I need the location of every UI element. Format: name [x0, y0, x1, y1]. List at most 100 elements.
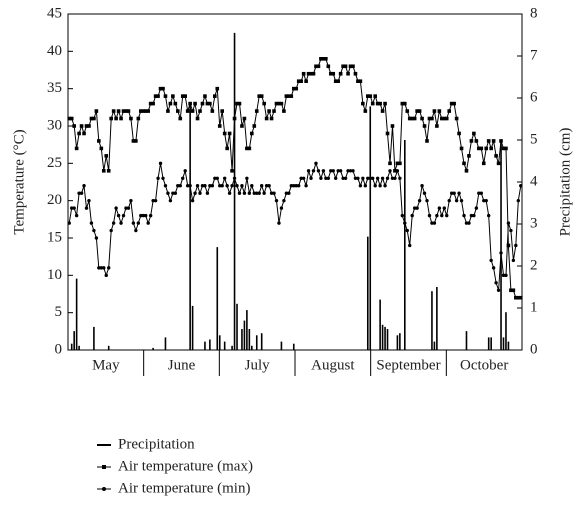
temp-marker [242, 116, 247, 121]
temp-marker [378, 184, 382, 188]
temp-marker [361, 176, 365, 180]
temp-marker [334, 176, 338, 180]
temp-marker [444, 116, 449, 121]
temp-marker [341, 176, 345, 180]
temp-marker [227, 191, 232, 195]
y2-tick-label: 2 [530, 257, 538, 273]
temp-marker [390, 124, 395, 128]
temp-marker [341, 64, 345, 69]
temp-marker [195, 184, 200, 188]
temp-marker [314, 161, 318, 166]
temp-marker [348, 169, 353, 173]
temp-marker [309, 71, 313, 76]
temp-marker [304, 79, 308, 83]
temp-marker [282, 109, 286, 113]
temp-marker [200, 101, 205, 106]
temp-marker [292, 184, 296, 188]
temp-marker [348, 64, 353, 69]
temp-marker [516, 295, 521, 300]
temp-marker [146, 109, 150, 113]
temp-marker [425, 139, 429, 143]
temp-marker [225, 146, 229, 151]
temp-marker [304, 184, 308, 188]
temp-marker [99, 266, 104, 270]
y-axis-title: Temperature (°C) [11, 129, 27, 234]
temp-marker [92, 116, 96, 121]
temp-marker [486, 139, 491, 143]
temp-marker [99, 146, 104, 151]
temp-marker [343, 64, 348, 69]
temp-marker [259, 184, 264, 188]
temp-marker [462, 213, 466, 218]
temp-marker [314, 64, 318, 69]
temp-marker [324, 176, 328, 180]
temp-marker [331, 71, 336, 76]
temp-marker [89, 221, 94, 225]
temp-marker [486, 213, 491, 218]
temp-marker [457, 191, 461, 195]
temp-marker [316, 169, 321, 173]
temp-marker [109, 116, 113, 121]
temp-marker [393, 169, 397, 173]
temp-marker [144, 213, 148, 218]
temp-marker [121, 109, 126, 113]
temp-marker [274, 101, 279, 106]
temp-marker [178, 116, 183, 121]
temp-marker [262, 101, 266, 106]
temp-marker [106, 169, 111, 173]
temp-marker [119, 221, 123, 225]
temp-marker [87, 124, 91, 128]
temp-marker [240, 124, 244, 128]
temp-marker [484, 198, 488, 203]
temp-marker [242, 191, 247, 195]
legend-label: Precipitation [118, 436, 195, 452]
legend-label: Air temperature (min) [118, 480, 250, 496]
temp-marker [321, 169, 326, 173]
temp-marker [89, 116, 94, 121]
temp-marker [232, 176, 237, 180]
temp-marker [287, 191, 291, 195]
y-tick-label: 45 [47, 5, 62, 21]
temp-marker [225, 184, 229, 188]
temp-marker [156, 94, 160, 98]
temp-marker [373, 94, 377, 98]
temp-line [69, 58, 521, 299]
temp-marker [70, 206, 74, 210]
temp-marker [101, 169, 106, 173]
temp-marker [491, 266, 496, 270]
temp-marker [126, 206, 131, 210]
temp-marker [74, 213, 79, 218]
temp-marker [462, 161, 466, 166]
temp-marker [296, 79, 301, 83]
temp-marker [250, 131, 254, 136]
temp-marker [472, 131, 476, 136]
temp-marker [484, 146, 489, 151]
temp-marker [163, 94, 168, 98]
temp-marker [452, 191, 456, 195]
y-tick-label: 15 [47, 229, 62, 245]
temp-marker [205, 101, 210, 106]
temp-marker [139, 213, 143, 218]
temp-marker [467, 154, 471, 158]
temp-marker [417, 109, 422, 113]
temp-marker [284, 94, 289, 98]
temp-marker [134, 228, 138, 233]
temp-marker [405, 109, 410, 113]
temp-marker [365, 94, 370, 98]
temp-marker [445, 213, 449, 218]
temp-marker [516, 198, 520, 203]
temp-marker [116, 109, 121, 113]
temp-marker [452, 101, 456, 106]
temp-marker [134, 139, 138, 143]
temp-marker [368, 176, 372, 180]
temp-marker [166, 109, 170, 113]
temp-marker [67, 221, 71, 225]
temp-marker [494, 154, 498, 158]
temp-marker [92, 228, 96, 233]
temp-marker [469, 139, 474, 143]
y-tick-label: 25 [47, 155, 62, 171]
temp-marker [190, 198, 195, 203]
temp-marker [269, 116, 274, 121]
temp-marker [326, 64, 331, 69]
temp-marker [514, 295, 518, 300]
